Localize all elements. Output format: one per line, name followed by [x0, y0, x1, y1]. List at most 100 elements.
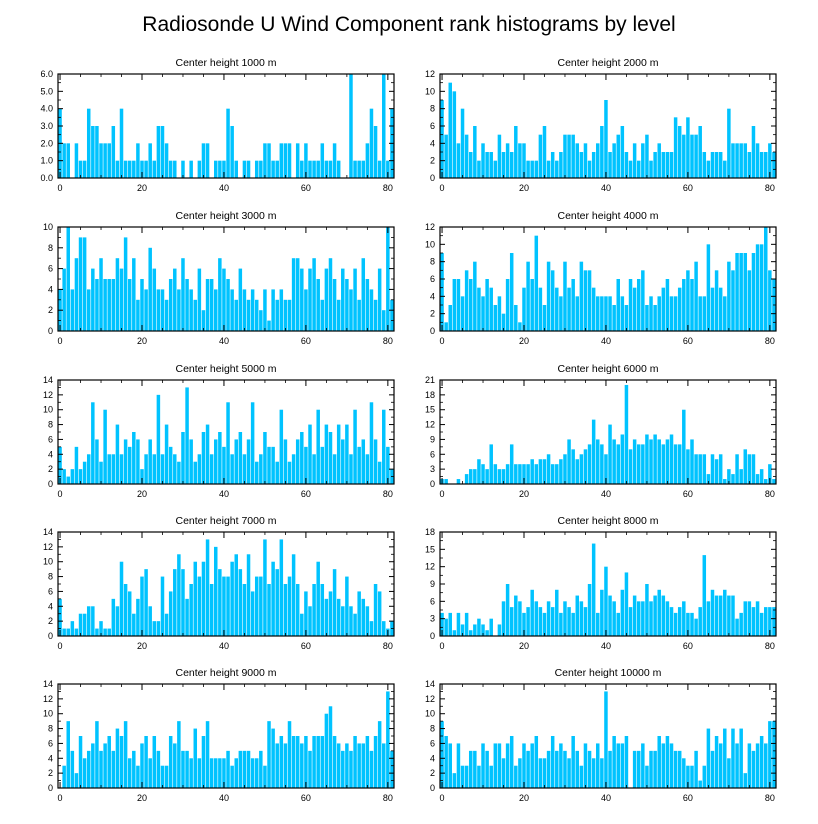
bar — [357, 160, 361, 178]
x-tick-label: 0 — [58, 793, 63, 803]
bar — [95, 279, 99, 331]
bar — [361, 258, 366, 331]
bar — [653, 152, 657, 178]
y-tick-label: 12 — [43, 390, 53, 400]
panel-0: Center height 1000 m 0 20 40 60 80 0.0 1.0 2.0 3.… — [40, 57, 395, 193]
bar — [308, 606, 312, 636]
x-tick-label: 0 — [58, 641, 63, 651]
bar — [579, 765, 584, 788]
bar — [505, 584, 510, 636]
bar — [132, 613, 136, 636]
bar — [702, 152, 707, 178]
bar — [78, 613, 83, 636]
bar — [514, 464, 518, 484]
bar — [214, 758, 218, 788]
bar — [148, 758, 152, 788]
bar — [238, 750, 243, 788]
y-tick-label: 4 — [48, 601, 53, 611]
bar — [246, 554, 251, 636]
bar — [353, 268, 357, 331]
bar — [246, 299, 251, 331]
bar — [456, 143, 461, 178]
bar — [107, 143, 111, 178]
bar — [214, 160, 218, 178]
bar — [373, 736, 378, 788]
panel-title: Center height 3000 m — [176, 210, 277, 222]
bar — [119, 454, 124, 484]
bar — [768, 721, 772, 788]
bar — [254, 299, 259, 331]
bar — [115, 160, 120, 178]
y-tick-label: 2 — [48, 616, 53, 626]
x-tick-label: 0 — [440, 641, 445, 651]
x-tick-label: 40 — [219, 183, 229, 193]
panel-title: Center height 6000 m — [558, 363, 659, 375]
bar — [271, 160, 275, 178]
x-tick-label: 60 — [683, 336, 693, 346]
bar — [739, 469, 743, 484]
x-tick-label: 80 — [383, 641, 393, 651]
bar — [103, 409, 107, 484]
y-tick-label: 12 — [425, 562, 435, 572]
bar — [144, 289, 148, 331]
bar — [312, 454, 316, 484]
bar — [144, 160, 148, 178]
bar — [518, 322, 522, 331]
bar — [546, 750, 551, 788]
bar — [534, 235, 539, 331]
bar — [575, 459, 580, 484]
y-tick-label: 2 — [430, 309, 435, 319]
bar — [386, 227, 390, 331]
bar — [148, 143, 152, 178]
bar — [497, 743, 502, 788]
bar — [320, 584, 325, 636]
y-tick-label: 6 — [430, 274, 435, 284]
bar — [489, 444, 493, 484]
panel-2: Center height 3000 m 0 20 40 60 80 0 2 4 6 8 10 — [43, 210, 395, 346]
bar — [132, 750, 136, 788]
bar — [661, 287, 666, 331]
bar — [473, 469, 477, 484]
bar — [460, 108, 465, 178]
bar — [271, 446, 275, 484]
bar — [369, 750, 374, 788]
x-tick-label: 80 — [383, 336, 393, 346]
bar — [234, 299, 238, 331]
bar — [690, 765, 694, 788]
y-tick-label: 12 — [425, 69, 435, 79]
bar — [74, 258, 79, 331]
x-tick-label: 20 — [137, 793, 147, 803]
y-tick-label: 2 — [48, 305, 53, 315]
bar — [373, 126, 378, 178]
bar — [312, 258, 316, 331]
bar — [173, 268, 177, 331]
bar — [238, 569, 243, 636]
bar — [82, 613, 87, 636]
bar — [382, 621, 386, 636]
y-tick-label: 12 — [425, 420, 435, 430]
bar — [575, 750, 580, 788]
bar — [497, 624, 502, 636]
bar — [70, 289, 75, 331]
bar — [505, 279, 510, 331]
bar — [555, 464, 559, 484]
bar — [440, 721, 444, 788]
bar — [616, 612, 620, 636]
bar — [464, 474, 469, 484]
bar — [649, 601, 653, 636]
bar — [522, 464, 526, 484]
bar — [604, 296, 608, 331]
bar — [514, 765, 518, 788]
bar — [636, 601, 641, 636]
panel-9: Center height 10000 m 0 20 40 60 80 0 2 4 6 8 10 12 1… — [425, 667, 777, 803]
bar — [600, 296, 604, 331]
bar — [501, 758, 506, 788]
bar — [115, 258, 120, 331]
bar — [181, 750, 185, 788]
bar — [230, 765, 234, 788]
bar — [673, 612, 678, 636]
bar — [612, 736, 616, 788]
bar — [682, 758, 686, 788]
bar — [538, 459, 543, 484]
bar — [636, 160, 641, 178]
